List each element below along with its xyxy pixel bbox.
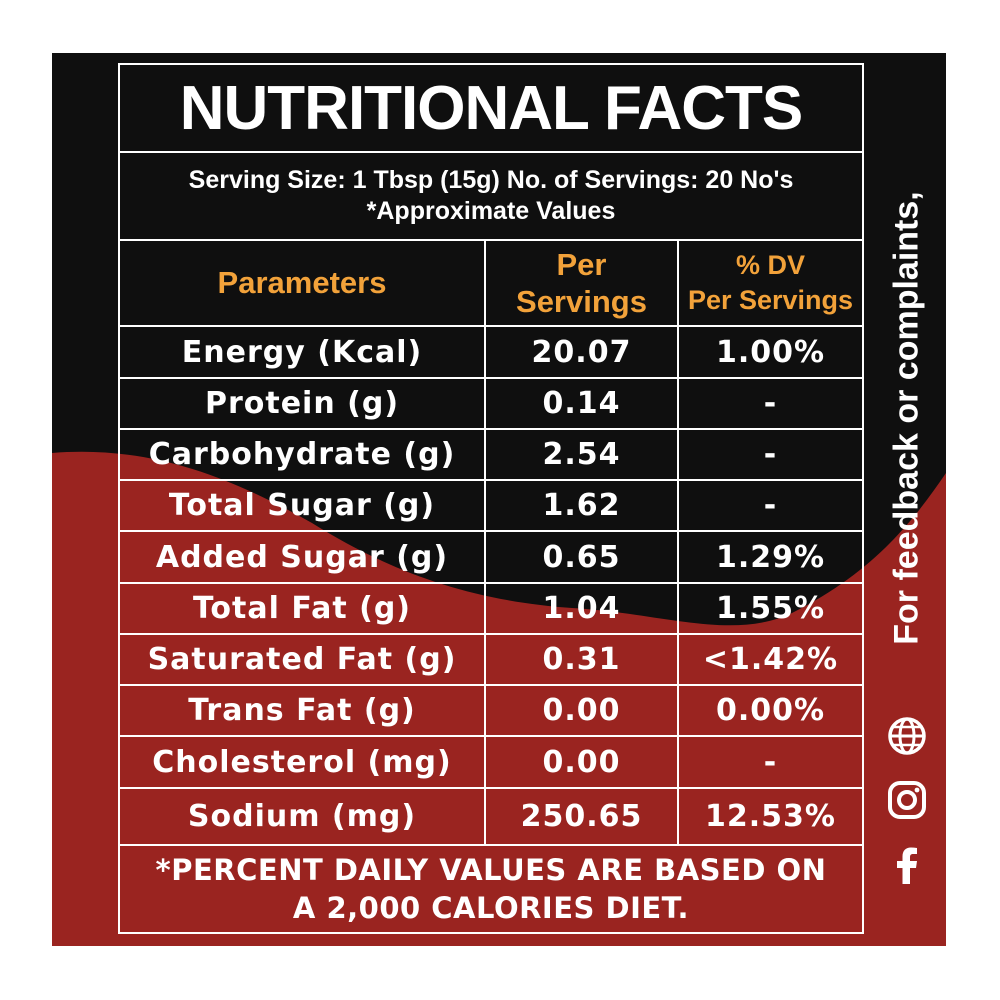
per-serving-cell: 0.65 bbox=[486, 532, 679, 582]
globe-icon[interactable] bbox=[886, 715, 928, 757]
per-serving-cell: 0.14 bbox=[486, 379, 679, 428]
header-per-line1: Per bbox=[556, 247, 607, 282]
dv-cell: - bbox=[763, 386, 778, 421]
table-row: Carbohydrate (g) 2.54 - bbox=[120, 430, 862, 481]
footnote-line2: A 2,000 CALORIES DIET. bbox=[292, 891, 690, 925]
table-row: Protein (g) 0.14 - bbox=[120, 379, 862, 430]
header-parameters-label: Parameters bbox=[217, 265, 387, 300]
dv-cell: 1.29% bbox=[715, 539, 826, 575]
dv-cell: - bbox=[763, 488, 778, 523]
per-serving-cell: 0.31 bbox=[486, 635, 679, 684]
parameter-cell: Sodium (mg) bbox=[120, 789, 486, 844]
per-serving-cell: 0.00 bbox=[486, 737, 679, 787]
parameter-cell: Protein (g) bbox=[120, 379, 486, 428]
daily-values-footnote: *PERCENT DAILY VALUES ARE BASED ON A 2,0… bbox=[120, 846, 862, 932]
approximate-values-note: *Approximate Values bbox=[366, 197, 616, 225]
dv-cell: 1.55% bbox=[715, 591, 826, 626]
page-title: NUTRITIONAL FACTS bbox=[120, 65, 862, 153]
table-row: Cholesterol (mg) 0.00 - bbox=[120, 737, 862, 789]
parameter-cell: Energy (Kcal) bbox=[120, 327, 486, 377]
dv-cell: 12.53% bbox=[705, 799, 836, 834]
nutrition-facts-table: NUTRITIONAL FACTS Serving Size: 1 Tbsp (… bbox=[118, 63, 864, 934]
per-serving-cell: 20.07 bbox=[486, 327, 679, 377]
header-per-servings: Per Servings bbox=[486, 241, 679, 325]
table-row: Total Sugar (g) 1.62 - bbox=[120, 481, 862, 532]
parameter-cell: Saturated Fat (g) bbox=[120, 635, 486, 684]
dv-cell: 1.00% bbox=[715, 334, 826, 370]
footnote-line1: *PERCENT DAILY VALUES ARE BASED ON bbox=[155, 853, 827, 887]
table-header: Parameters Per Servings % DV Per Serving… bbox=[120, 241, 862, 327]
parameter-cell: Total Sugar (g) bbox=[120, 481, 486, 530]
dv-cell: - bbox=[763, 744, 778, 780]
parameter-cell: Carbohydrate (g) bbox=[120, 430, 486, 479]
per-serving-cell: 1.62 bbox=[486, 481, 679, 530]
table-row: Trans Fat (g) 0.00 0.00% bbox=[120, 686, 862, 737]
header-parameters: Parameters bbox=[120, 241, 486, 325]
per-serving-cell: 2.54 bbox=[486, 430, 679, 479]
parameter-cell: Trans Fat (g) bbox=[120, 686, 486, 735]
table-row: Added Sugar (g) 0.65 1.29% bbox=[120, 532, 862, 584]
parameter-cell: Total Fat (g) bbox=[120, 584, 486, 633]
header-dv-line2: Per Servings bbox=[687, 285, 854, 315]
serving-info: Serving Size: 1 Tbsp (15g) No. of Servin… bbox=[120, 153, 862, 241]
per-serving-cell: 0.00 bbox=[486, 686, 679, 735]
label-panel: NUTRITIONAL FACTS Serving Size: 1 Tbsp (… bbox=[52, 53, 946, 946]
parameter-cell: Added Sugar (g) bbox=[120, 532, 486, 582]
per-serving-cell: 250.65 bbox=[486, 789, 679, 844]
dv-cell: 0.00% bbox=[715, 693, 826, 728]
instagram-icon[interactable] bbox=[886, 779, 928, 821]
facebook-icon[interactable] bbox=[886, 844, 928, 886]
serving-size-text: Serving Size: 1 Tbsp (15g) No. of Servin… bbox=[188, 166, 794, 194]
table-row: Energy (Kcal) 20.07 1.00% bbox=[120, 327, 862, 379]
dv-cell: - bbox=[763, 437, 778, 472]
header-per-line2: Servings bbox=[516, 284, 647, 319]
dv-cell: <1.42% bbox=[702, 642, 839, 677]
header-dv-line1: % DV bbox=[735, 250, 806, 280]
feedback-text: For feedback or complaints, bbox=[887, 191, 926, 645]
table-row: Sodium (mg) 250.65 12.53% bbox=[120, 789, 862, 846]
per-serving-cell: 1.04 bbox=[486, 584, 679, 633]
header-dv-per-servings: % DV Per Servings bbox=[679, 241, 862, 325]
parameter-cell: Cholesterol (mg) bbox=[120, 737, 486, 787]
wave-background bbox=[52, 53, 946, 626]
table-row: Saturated Fat (g) 0.31 <1.42% bbox=[120, 635, 862, 686]
table-row: Total Fat (g) 1.04 1.55% bbox=[120, 584, 862, 635]
